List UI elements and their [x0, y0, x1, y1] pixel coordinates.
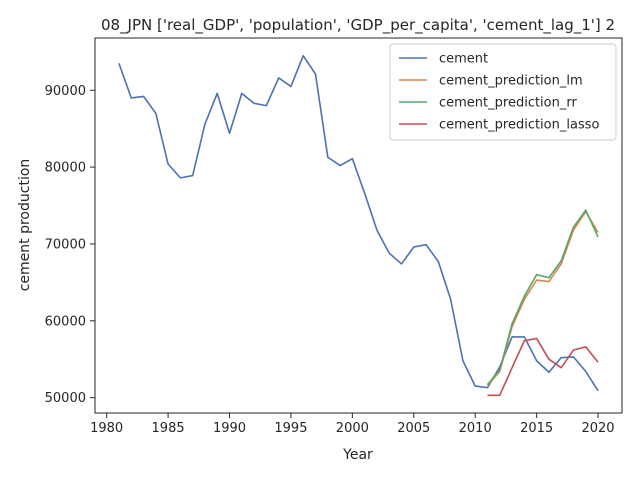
x-tick-label: 2010	[459, 421, 492, 436]
x-axis: 1980 1985 1990 1995 2000 2005 2010 2015 2020	[90, 413, 615, 436]
legend-box	[389, 43, 617, 141]
y-tick-label: 90000	[45, 84, 86, 99]
y-tick-label: 50000	[45, 391, 86, 406]
series-line-cement_prediction_lasso	[487, 337, 599, 397]
series-line-cement_prediction_rr	[486, 209, 599, 386]
plot-area-frame	[94, 37, 623, 414]
x-tick-label: 1985	[152, 421, 185, 436]
chart-title: 08_JPN ['real_GDP', 'population', 'GDP_p…	[101, 16, 615, 35]
x-axis-label: Year	[342, 447, 373, 463]
x-tick-label: 2000	[336, 421, 369, 436]
series-line-cement	[118, 54, 599, 392]
y-axis-label: cement production	[17, 159, 33, 292]
legend: cement cement_prediction_lm cement_predict…	[389, 43, 617, 141]
legend-label: cement	[439, 52, 488, 67]
x-tick-label: 1995	[274, 421, 307, 436]
y-tick-label: 60000	[45, 314, 86, 329]
legend-label: cement_prediction_lasso	[439, 118, 599, 133]
x-tick-label: 1990	[213, 421, 246, 436]
series-layer	[118, 54, 599, 397]
x-tick-label: 2015	[520, 421, 553, 436]
legend-label: cement_prediction_rr	[439, 96, 577, 111]
legend-label: cement_prediction_lm	[439, 74, 583, 89]
series-line-cement_prediction_lm	[486, 210, 599, 386]
y-tick-label: 80000	[45, 161, 86, 176]
x-tick-label: 2005	[397, 421, 430, 436]
y-axis: 50000 60000 70000 80000 90000	[45, 84, 95, 406]
y-tick-label: 70000	[45, 237, 86, 252]
x-tick-label: 1980	[90, 421, 123, 436]
x-tick-label: 2020	[581, 421, 614, 436]
